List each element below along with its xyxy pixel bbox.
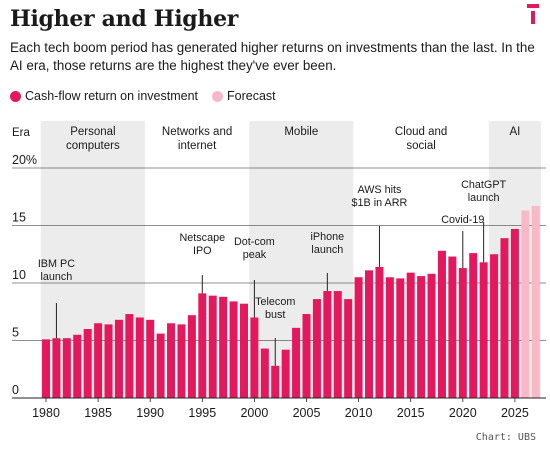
x-tick-label: 1980 — [32, 406, 60, 420]
bar-2009 — [344, 299, 353, 398]
bar-1984 — [83, 329, 92, 398]
era-header: Era — [12, 127, 31, 139]
legend: Cash-flow return on investment Forecast — [10, 89, 290, 103]
x-tick-label: 2025 — [501, 406, 529, 420]
bar-2014 — [396, 278, 405, 398]
source-note: Chart: UBS — [475, 432, 536, 443]
bar-2000 — [250, 317, 259, 398]
bar-1990 — [146, 319, 155, 398]
era-label: Personal — [70, 126, 115, 138]
y-tick-label: 10 — [12, 268, 26, 282]
bar-1986 — [104, 324, 113, 398]
bar-1994 — [187, 315, 196, 398]
bar-2004 — [292, 327, 301, 398]
bar-2013 — [385, 277, 394, 398]
bar-2016 — [417, 276, 426, 398]
era-label: Networks and — [162, 126, 232, 138]
bar-2021 — [469, 253, 478, 398]
x-tick-label: 2015 — [397, 406, 425, 420]
annotation-label: launch — [311, 244, 343, 256]
bar-2020 — [458, 268, 467, 398]
bar-1989 — [135, 317, 144, 398]
x-tick-label: 1990 — [136, 406, 164, 420]
annotation-label: AWS hits — [357, 184, 402, 196]
bar-2010 — [354, 277, 363, 398]
era-label: Mobile — [284, 126, 318, 138]
x-tick-label: 2000 — [240, 406, 268, 420]
legend-item-actual: Cash-flow return on investment — [10, 89, 198, 103]
annotation-label: bust — [265, 309, 285, 321]
bar-1991 — [156, 333, 165, 398]
bar-2011 — [365, 270, 374, 398]
bar-1999 — [239, 303, 248, 398]
chart-subtitle: Each tech boom period has generated high… — [10, 40, 535, 73]
bar-2007 — [323, 291, 332, 398]
legend-swatch-forecast — [212, 90, 223, 102]
bar-1992 — [167, 323, 176, 398]
bar-1983 — [73, 334, 82, 398]
bar-1985 — [94, 323, 103, 398]
annotation-label: iPhone — [311, 231, 345, 243]
era-label: Cloud and — [395, 126, 447, 138]
bar-2025 — [510, 228, 519, 398]
legend-item-forecast: Forecast — [212, 89, 276, 103]
bar-2012 — [375, 266, 384, 398]
bar-2024 — [500, 238, 509, 398]
bar-1988 — [125, 314, 134, 398]
bar-2002 — [271, 365, 280, 398]
y-tick-label: 20% — [12, 153, 37, 167]
x-tick-label: 2010 — [345, 406, 373, 420]
bar-2027 — [531, 205, 540, 398]
annotation-label: peak — [243, 249, 267, 261]
publisher-logo-icon — [527, 4, 539, 24]
bar-1980 — [42, 339, 50, 398]
bar-2003 — [281, 349, 290, 398]
x-tick-label: 2005 — [293, 406, 321, 420]
bar-1998 — [229, 301, 238, 398]
era-label: computers — [66, 140, 120, 152]
y-tick-label: 15 — [12, 211, 26, 225]
bar-2015 — [406, 272, 415, 398]
y-tick-label: 5 — [12, 326, 19, 340]
annotation-label: Dot-com — [234, 236, 275, 248]
bar-2008 — [333, 291, 342, 398]
annotation-label: launch — [468, 192, 500, 204]
x-tick-label: 1995 — [188, 406, 216, 420]
annotation-label: Covid-19 — [441, 214, 484, 226]
legend-swatch-actual — [10, 90, 21, 102]
bar-1995 — [198, 293, 207, 398]
bar-1981 — [52, 338, 61, 398]
annotation-label: IBM PC — [38, 258, 75, 270]
bar-2019 — [448, 256, 457, 398]
bar-2018 — [437, 250, 446, 398]
annotation-label: Netscape — [179, 232, 225, 244]
bar-1987 — [114, 319, 123, 398]
annotation-label: IPO — [193, 245, 212, 257]
bar-1996 — [208, 295, 217, 398]
era-label: social — [406, 140, 435, 152]
y-tick-label: 0 — [12, 383, 19, 397]
bar-2026 — [521, 210, 530, 398]
bar-1993 — [177, 324, 186, 398]
legend-label-forecast: Forecast — [227, 89, 276, 103]
bar-2017 — [427, 273, 436, 398]
bar-2023 — [490, 254, 499, 398]
bar-2022 — [479, 262, 488, 398]
x-tick-label: 1985 — [84, 406, 112, 420]
era-label: AI — [509, 126, 520, 138]
bar-2005 — [302, 314, 311, 398]
bar-2006 — [312, 299, 321, 398]
bar-1982 — [62, 338, 71, 398]
annotation-label: Telecom — [255, 296, 295, 308]
annotation-label: launch — [41, 271, 73, 283]
annotation-label: $1B in ARR — [352, 197, 408, 209]
chart-title: Higher and Higher — [10, 6, 239, 32]
bar-1997 — [219, 296, 228, 398]
era-label: internet — [178, 140, 217, 152]
bar-2001 — [260, 348, 269, 398]
annotation-label: ChatGPT — [461, 179, 506, 191]
x-tick-label: 2020 — [449, 406, 477, 420]
legend-label-actual: Cash-flow return on investment — [25, 89, 198, 103]
